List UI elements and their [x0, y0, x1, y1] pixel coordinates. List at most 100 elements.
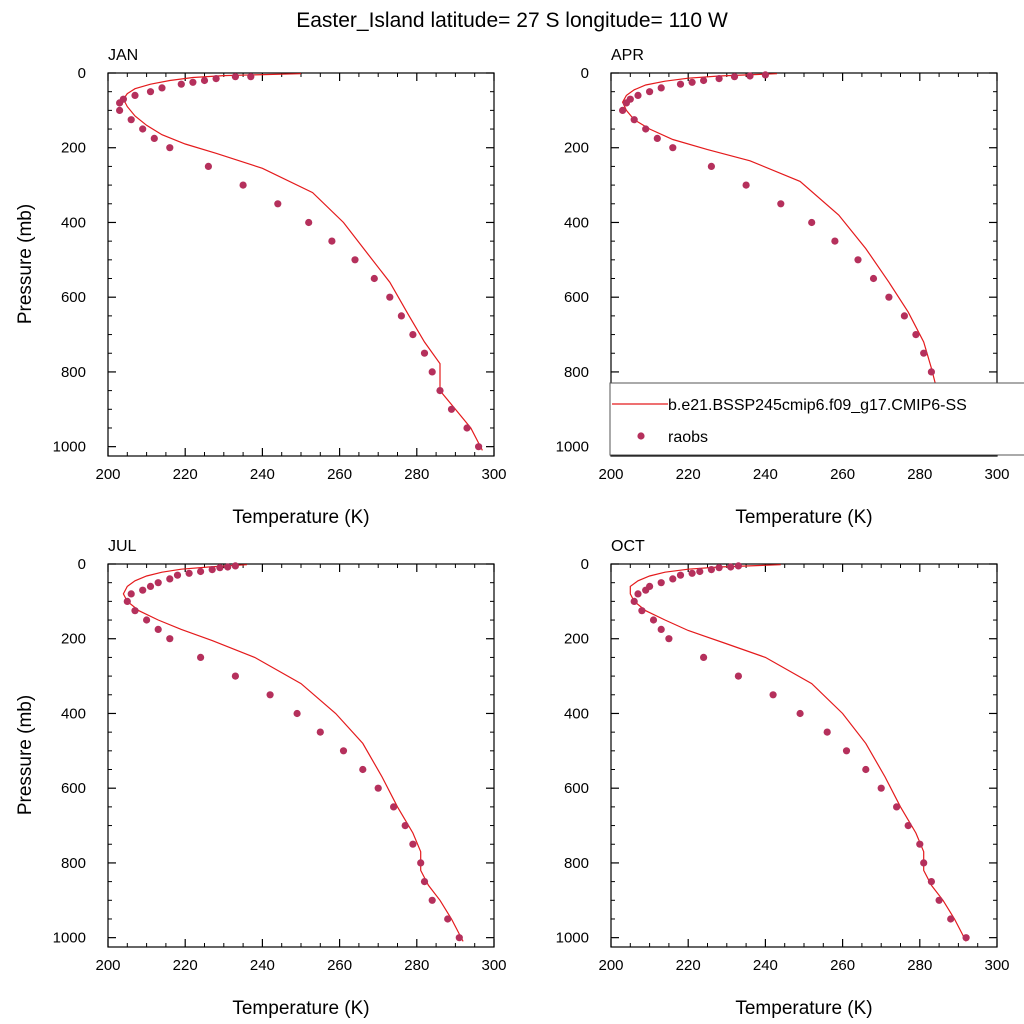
raobs-point-oct — [700, 653, 708, 662]
y-tick-label-jan: 400 — [61, 214, 86, 231]
raobs-point-jul — [359, 765, 367, 774]
raobs-point-jan — [239, 181, 247, 189]
raobs-point-jan — [204, 162, 212, 170]
raobs-point-jul — [173, 571, 182, 579]
x-tick-label-jan: 280 — [404, 466, 429, 483]
raobs-point-jan — [475, 443, 483, 451]
raobs-point-jan — [189, 78, 197, 86]
y-tick-label-apr: 200 — [564, 140, 589, 157]
raobs-point-oct — [904, 822, 912, 830]
x-tick-label-oct: 300 — [984, 957, 1009, 974]
plot-area-oct: 200 220 240 260 280 300 0 200 400 600 800 1000 — [556, 556, 1010, 974]
raobs-point-jul — [390, 803, 398, 811]
raobs-point-jul — [231, 672, 239, 680]
x-tick-label-apr: 240 — [753, 466, 778, 483]
panel-title-jul: JUL — [108, 538, 137, 555]
raobs-point-oct — [707, 566, 716, 574]
x-tick-label-jul: 200 — [95, 957, 120, 974]
y-tick-label-jul: 1000 — [53, 930, 86, 947]
model-profile-line-jul — [122, 564, 464, 942]
y-tick-label-apr: 600 — [564, 289, 589, 306]
raobs-point-jan — [274, 200, 282, 208]
y-tick-label-apr: 1000 — [556, 439, 589, 456]
plot-area-apr: 200 220 240 260 280 300 0 200 400 600 800 1000 — [556, 65, 1010, 483]
raobs-point-jul — [131, 607, 139, 615]
raobs-point-apr — [869, 274, 878, 283]
raobs-point-jan — [447, 405, 456, 413]
raobs-point-jul — [231, 562, 239, 570]
raobs-point-jan — [212, 75, 220, 83]
raobs-point-oct — [696, 567, 704, 576]
legend: b.e21.BSSP245cmip6.f09_g17.CMIP6-SS raob… — [609, 382, 1024, 456]
raobs-point-oct — [935, 896, 943, 904]
raobs-point-oct — [727, 563, 735, 571]
raobs-point-jan — [166, 144, 174, 152]
axes-frame-jan — [107, 72, 495, 457]
raobs-point-apr — [900, 312, 909, 320]
x-tick-label-jul: 280 — [404, 957, 429, 974]
y-tick-label-jan: 800 — [61, 364, 86, 381]
y-tick-label-jan: 600 — [61, 289, 86, 306]
x-tick-label-oct: 220 — [676, 957, 701, 974]
raobs-point-jan — [328, 237, 336, 245]
raobs-point-jul — [455, 934, 463, 942]
x-tick-label-jul: 220 — [173, 957, 198, 974]
y-tick-label-jul: 600 — [61, 780, 86, 797]
y-tick-label-oct: 0 — [581, 556, 589, 573]
raobs-point-jan — [370, 274, 378, 283]
model-profile-line-oct — [629, 564, 967, 942]
figure-title: Easter_Island latitude= 27 S longitude= … — [296, 9, 728, 32]
raobs-point-apr — [642, 125, 650, 133]
x-tick-label-oct: 280 — [907, 957, 932, 974]
raobs-point-jul — [293, 709, 301, 718]
raobs-point-jul — [123, 597, 131, 606]
raobs-point-jul — [154, 625, 162, 634]
axes-frame-jul — [107, 563, 495, 948]
raobs-point-jan — [351, 256, 359, 264]
y-tick-label-apr: 800 — [564, 364, 589, 381]
raobs-point-apr — [676, 80, 685, 88]
raobs-point-jul — [139, 586, 147, 594]
plot-area-jan: 200 220 240 260 280 300 0 200 400 600 800 1000 — [53, 65, 507, 483]
y-tick-label-oct: 600 — [564, 780, 589, 797]
legend-raobs-marker — [637, 432, 645, 440]
raobs-point-jan — [116, 106, 124, 114]
y-axis-label-jan: Pressure (mb) — [15, 204, 36, 324]
legend-box — [609, 382, 1024, 456]
raobs-point-oct — [634, 590, 642, 598]
x-tick-label-jul: 300 — [481, 957, 506, 974]
raobs-point-apr — [927, 368, 936, 376]
x-tick-label-jan: 260 — [327, 466, 352, 483]
raobs-point-jan — [409, 331, 417, 339]
raobs-point-apr — [657, 84, 665, 92]
y-tick-label-jul: 0 — [78, 556, 86, 573]
y-tick-label-jul: 800 — [61, 855, 86, 872]
raobs-point-jan — [200, 76, 209, 85]
raobs-point-oct — [962, 934, 970, 942]
raobs-point-oct — [642, 586, 650, 594]
x-tick-label-apr: 220 — [676, 466, 701, 483]
raobs-point-apr — [885, 293, 893, 301]
raobs-point-jul — [417, 859, 425, 867]
x-tick-label-apr: 280 — [907, 466, 932, 483]
x-tick-label-jan: 300 — [481, 466, 506, 483]
y-tick-label-jul: 400 — [61, 705, 86, 722]
x-tick-label-jul: 240 — [250, 957, 275, 974]
raobs-point-apr — [808, 218, 816, 227]
panel-title-jan: JAN — [108, 47, 138, 64]
x-axis-label-oct: Temperature (K) — [735, 998, 872, 1019]
raobs-point-apr — [646, 88, 654, 96]
raobs-point-oct — [638, 607, 646, 615]
raobs-point-apr — [746, 72, 754, 80]
raobs-point-apr — [669, 144, 677, 152]
legend-raobs-label: raobs — [668, 429, 708, 446]
raobs-point-jul — [197, 653, 205, 662]
raobs-point-oct — [688, 569, 696, 577]
y-tick-label-apr: 0 — [581, 65, 589, 82]
raobs-point-jan — [305, 218, 313, 227]
raobs-point-apr — [854, 256, 862, 264]
raobs-point-jul — [208, 566, 216, 574]
raobs-point-jan — [386, 293, 394, 301]
